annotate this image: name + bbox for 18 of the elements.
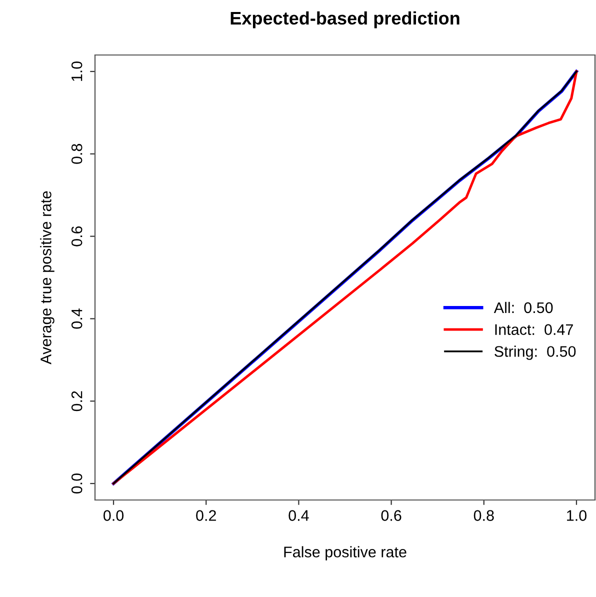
y-tick-label: 0.8: [71, 144, 82, 164]
y-tick-label: 1.0: [71, 61, 82, 81]
chart-title: Expected-based prediction: [230, 11, 460, 28]
x-tick-label: 0.2: [196, 510, 216, 521]
legend-label: Intact: 0.47: [495, 324, 573, 335]
y-tick-label: 0.0: [71, 473, 82, 494]
legend-label: String: 0.50: [494, 346, 576, 360]
y-tick-label: 0.2: [71, 391, 82, 412]
y-tick-label: 0.6: [71, 226, 82, 246]
x-tick-label: 0.6: [381, 510, 402, 521]
x-tick-label: 0.8: [474, 510, 494, 521]
y-tick-label: 0.4: [71, 308, 82, 329]
x-tick-label: 0.0: [103, 510, 124, 521]
x-tick-label: 0.4: [288, 510, 309, 521]
x-tick-label: 1.0: [567, 510, 587, 521]
legend-label: All: 0.50: [494, 302, 553, 314]
x-axis-title: False positive rate: [284, 546, 406, 560]
y-axis-title: Average true positive rate: [40, 191, 54, 364]
